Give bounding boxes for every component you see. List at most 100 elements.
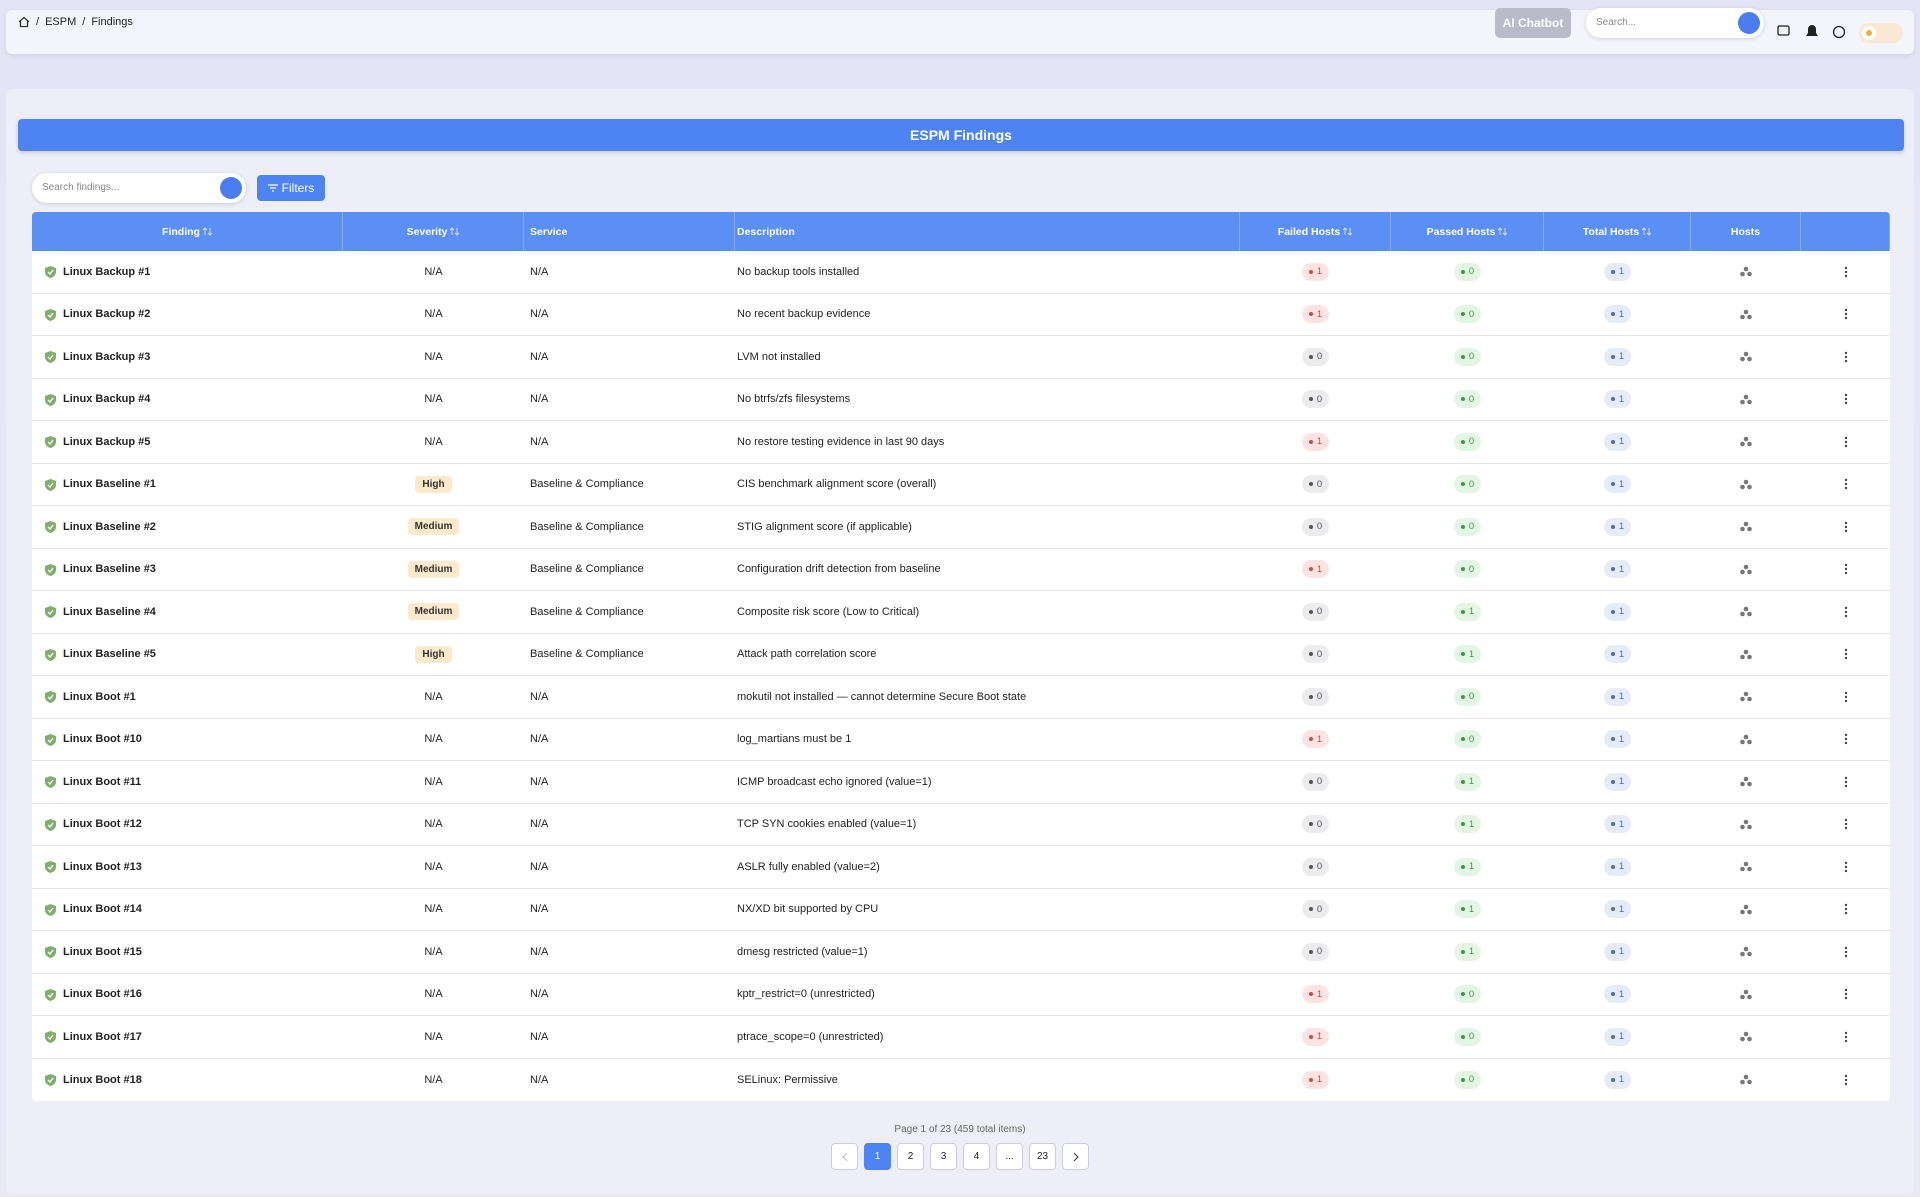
menu-icon[interactable] — [1844, 1031, 1848, 1043]
hosts-icon[interactable] — [1740, 904, 1752, 915]
menu-icon[interactable] — [1844, 308, 1848, 320]
row-menu[interactable] — [1801, 1074, 1890, 1086]
row-menu[interactable] — [1801, 563, 1890, 575]
column-header[interactable]: Finding — [32, 212, 343, 251]
help-icon[interactable] — [1832, 25, 1846, 39]
filters-button[interactable]: Filters — [257, 175, 325, 201]
hosts-cell — [1691, 436, 1801, 447]
hosts-icon[interactable] — [1740, 691, 1752, 702]
hosts-icon[interactable] — [1740, 819, 1752, 830]
column-header[interactable]: Total Hosts — [1544, 212, 1691, 251]
total-hosts: 1 — [1603, 432, 1632, 451]
menu-icon[interactable] — [1844, 478, 1848, 490]
page-button[interactable]: 4 — [963, 1143, 990, 1170]
hosts-icon[interactable] — [1740, 1074, 1752, 1085]
row-menu[interactable] — [1801, 308, 1890, 320]
hosts-icon[interactable] — [1740, 649, 1752, 660]
menu-icon[interactable] — [1844, 563, 1848, 575]
menu-icon[interactable] — [1844, 393, 1848, 405]
row-menu[interactable] — [1801, 436, 1890, 448]
hosts-icon[interactable] — [1740, 394, 1752, 405]
hosts-icon[interactable] — [1740, 776, 1752, 787]
hosts-icon[interactable] — [1740, 309, 1752, 320]
total-hosts: 1 — [1603, 475, 1632, 494]
description-cell: Configuration drift detection from basel… — [735, 563, 1240, 575]
hosts-icon[interactable] — [1740, 564, 1752, 575]
page-button[interactable]: 1 — [864, 1143, 891, 1170]
page-button[interactable]: 23 — [1029, 1143, 1056, 1170]
row-menu[interactable] — [1801, 1031, 1890, 1043]
menu-icon[interactable] — [1844, 988, 1848, 1000]
menu-icon[interactable] — [1844, 351, 1848, 363]
hosts-icon[interactable] — [1740, 946, 1752, 957]
row-menu[interactable] — [1801, 393, 1890, 405]
severity-cell: N/A — [343, 733, 524, 745]
page-button[interactable]: 3 — [930, 1143, 957, 1170]
findings-search[interactable]: Search findings... — [32, 173, 246, 203]
menu-icon[interactable] — [1844, 733, 1848, 745]
finding-name: Linux Baseline #3 — [63, 563, 156, 576]
crumb-link[interactable]: ESPM — [45, 16, 77, 28]
menu-icon[interactable] — [1844, 521, 1848, 533]
page-button[interactable]: 2 — [897, 1143, 924, 1170]
menu-icon[interactable] — [1844, 946, 1848, 958]
row-menu[interactable] — [1801, 733, 1890, 745]
menu-icon[interactable] — [1844, 436, 1848, 448]
total-cell: 1 — [1544, 1027, 1691, 1046]
hosts-icon[interactable] — [1740, 734, 1752, 745]
row-menu[interactable] — [1801, 988, 1890, 1000]
row-menu[interactable] — [1801, 648, 1890, 660]
row-menu[interactable] — [1801, 606, 1890, 618]
row-menu[interactable] — [1801, 351, 1890, 363]
hosts-icon[interactable] — [1740, 861, 1752, 872]
row-menu[interactable] — [1801, 903, 1890, 915]
row-menu[interactable] — [1801, 478, 1890, 490]
hosts-icon[interactable] — [1740, 1031, 1752, 1042]
severity-cell: N/A — [343, 266, 524, 278]
row-menu[interactable] — [1801, 691, 1890, 703]
severity-cell: N/A — [343, 861, 524, 873]
top-search[interactable]: Search... — [1586, 8, 1764, 38]
next-page[interactable] — [1062, 1143, 1089, 1170]
menu-icon[interactable] — [1844, 266, 1848, 278]
finding-cell: Linux Baseline #5 — [32, 648, 343, 661]
home-icon[interactable] — [18, 16, 30, 28]
hosts-icon[interactable] — [1740, 351, 1752, 362]
chat-icon[interactable] — [1777, 25, 1790, 36]
hosts-icon[interactable] — [1740, 266, 1752, 277]
hosts-icon[interactable] — [1740, 479, 1752, 490]
row-menu[interactable] — [1801, 861, 1890, 873]
failed-cell: 1 — [1240, 560, 1391, 579]
search-button[interactable] — [1738, 12, 1760, 34]
description: STIG alignment score (if applicable) — [737, 520, 912, 533]
severity: N/A — [424, 350, 443, 363]
menu-icon[interactable] — [1844, 818, 1848, 830]
column-header[interactable]: Failed Hosts — [1240, 212, 1391, 251]
hosts-icon[interactable] — [1740, 436, 1752, 447]
menu-icon[interactable] — [1844, 776, 1848, 788]
row-menu[interactable] — [1801, 946, 1890, 958]
total-hosts: 1 — [1603, 942, 1632, 961]
bell-icon[interactable] — [1806, 25, 1818, 36]
menu-icon[interactable] — [1844, 648, 1848, 660]
prev-page[interactable] — [831, 1143, 858, 1170]
column-header[interactable]: Passed Hosts — [1391, 212, 1544, 251]
menu-icon[interactable] — [1844, 903, 1848, 915]
row-menu[interactable] — [1801, 266, 1890, 278]
menu-icon[interactable] — [1844, 861, 1848, 873]
passed-cell: 1 — [1391, 900, 1544, 919]
row-menu[interactable] — [1801, 818, 1890, 830]
hosts-icon[interactable] — [1740, 989, 1752, 1000]
menu-icon[interactable] — [1844, 1074, 1848, 1086]
menu-icon[interactable] — [1844, 691, 1848, 703]
search-button[interactable] — [220, 177, 242, 199]
chatbot-button[interactable]: AI Chatbot — [1495, 8, 1571, 38]
service-cell: Baseline & Compliance — [524, 478, 735, 490]
menu-icon[interactable] — [1844, 606, 1848, 618]
column-header[interactable]: Severity — [343, 212, 524, 251]
hosts-icon[interactable] — [1740, 521, 1752, 532]
page-button[interactable]: ... — [996, 1143, 1023, 1170]
row-menu[interactable] — [1801, 776, 1890, 788]
hosts-icon[interactable] — [1740, 606, 1752, 617]
row-menu[interactable] — [1801, 521, 1890, 533]
